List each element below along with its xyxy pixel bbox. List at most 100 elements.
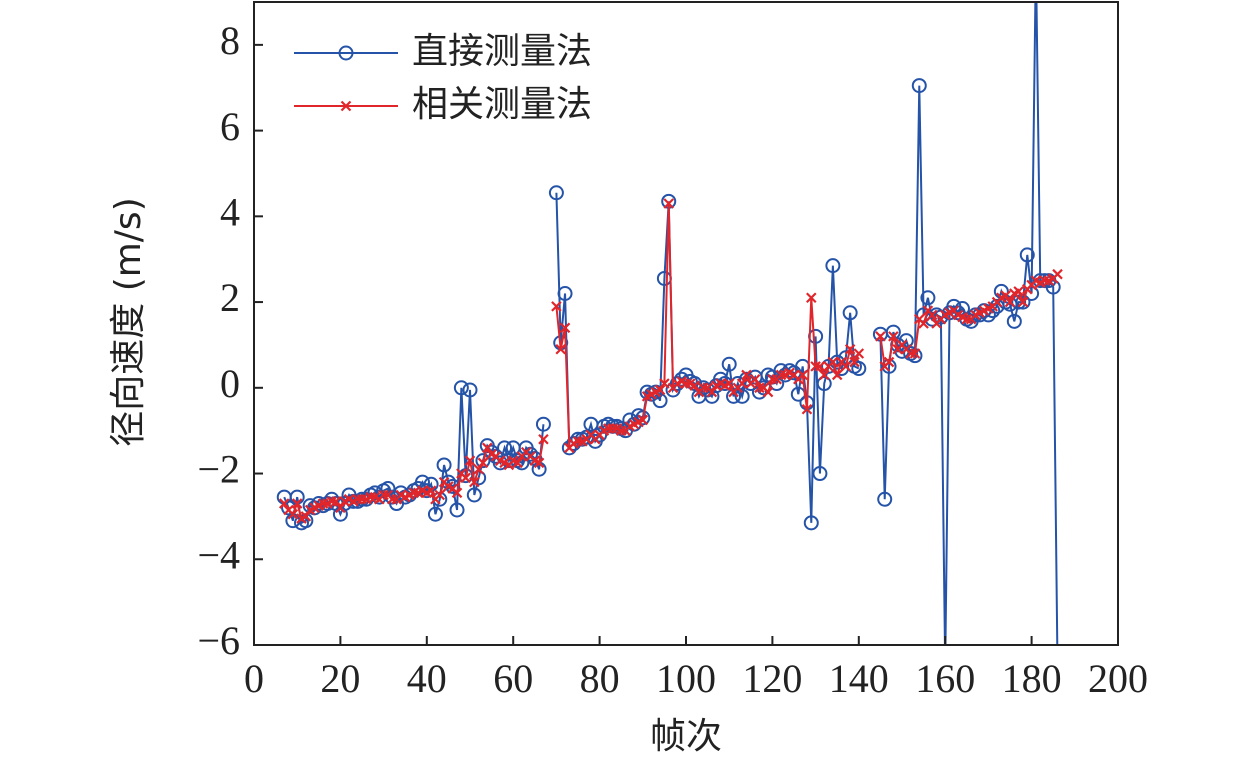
data-point <box>1000 290 1011 301</box>
x-tick-label: 40 <box>407 656 447 701</box>
data-point <box>875 331 886 342</box>
data-point <box>713 371 729 387</box>
data-point <box>592 427 608 443</box>
x-tick-label: 100 <box>656 656 716 701</box>
data-point <box>909 348 921 359</box>
x-tick-label: 120 <box>742 656 802 701</box>
x-tick-label: 20 <box>320 656 360 701</box>
data-point <box>449 502 465 518</box>
y-tick-label: −6 <box>197 618 240 663</box>
data-point <box>557 285 573 301</box>
data-point <box>734 388 750 404</box>
data-point <box>721 356 737 372</box>
y-tick-label: 0 <box>220 361 240 406</box>
data-point <box>905 348 916 359</box>
data-point <box>827 356 839 368</box>
data-point <box>317 498 329 509</box>
data-point <box>602 423 614 434</box>
data-point <box>1039 275 1050 286</box>
data-point <box>533 457 545 469</box>
data-point <box>723 378 735 389</box>
data-point <box>775 369 787 381</box>
legend-marker <box>338 45 354 61</box>
data-point <box>818 369 830 381</box>
data-point <box>300 511 312 522</box>
data-point <box>797 369 808 381</box>
legend-label: 直接测量法 <box>412 31 592 72</box>
data-point <box>473 463 484 475</box>
data-point <box>482 442 493 454</box>
data-point <box>386 493 398 505</box>
data-point <box>663 198 674 209</box>
y-tick-label: −2 <box>197 447 240 492</box>
data-point <box>926 309 938 321</box>
data-point <box>475 453 491 469</box>
x-tick-label: 60 <box>493 656 533 701</box>
data-point <box>1011 294 1027 310</box>
x-tick-label: 80 <box>580 656 620 701</box>
x-tick-label: 180 <box>1002 656 1062 701</box>
data-point <box>659 378 670 389</box>
data-point <box>806 292 817 304</box>
data-point <box>767 373 778 385</box>
data-point <box>674 371 690 387</box>
data-point <box>464 455 476 466</box>
y-tick-label: 6 <box>220 104 240 149</box>
data-point <box>378 489 389 501</box>
plot-area <box>276 2 1063 645</box>
y-tick-label: 2 <box>220 275 240 320</box>
data-point <box>810 361 821 372</box>
data-point <box>555 343 566 355</box>
data-point <box>287 508 299 520</box>
data-point <box>689 380 700 391</box>
data-point <box>512 457 523 469</box>
data-point <box>762 386 774 398</box>
data-point <box>1052 268 1063 280</box>
data-point <box>883 356 895 368</box>
y-axis-label: 径向速度 (m/s) <box>108 197 149 447</box>
data-point <box>365 491 376 503</box>
data-point <box>1045 279 1061 295</box>
data-point <box>427 506 443 522</box>
data-point <box>877 491 893 507</box>
data-point <box>844 343 856 355</box>
data-point <box>920 290 936 306</box>
data-point <box>460 472 471 484</box>
legend-marker <box>340 100 352 112</box>
data-point <box>477 457 489 469</box>
data-point <box>330 496 342 507</box>
y-tick-label: 4 <box>220 190 240 235</box>
data-point <box>1004 296 1016 308</box>
data-point <box>812 466 828 482</box>
data-point <box>453 380 469 396</box>
data-point <box>352 493 363 505</box>
data-point <box>497 440 513 456</box>
y-tick-label: −4 <box>197 532 240 577</box>
axes-frame <box>253 1 1119 646</box>
x-tick-label: 0 <box>244 656 264 701</box>
data-point <box>918 318 929 329</box>
data-point <box>538 433 549 445</box>
data-point <box>434 489 446 501</box>
x-tick-label: 160 <box>915 656 975 701</box>
data-point <box>741 369 752 381</box>
data-point <box>1019 247 1035 263</box>
data-point <box>408 487 420 499</box>
data-point <box>961 313 973 325</box>
data-point <box>680 378 692 389</box>
legend-label: 相关测量法 <box>412 84 592 125</box>
data-point <box>1006 313 1022 329</box>
data-point <box>825 258 841 274</box>
x-tick-label: 200 <box>1088 656 1148 701</box>
data-point <box>436 457 452 473</box>
data-point <box>607 423 618 434</box>
data-point <box>551 301 562 312</box>
data-point <box>831 369 843 381</box>
data-point <box>888 331 899 342</box>
data-point <box>326 496 338 507</box>
data-point <box>559 322 571 334</box>
data-point <box>814 361 826 372</box>
data-point <box>535 416 551 432</box>
data-point <box>849 356 860 368</box>
